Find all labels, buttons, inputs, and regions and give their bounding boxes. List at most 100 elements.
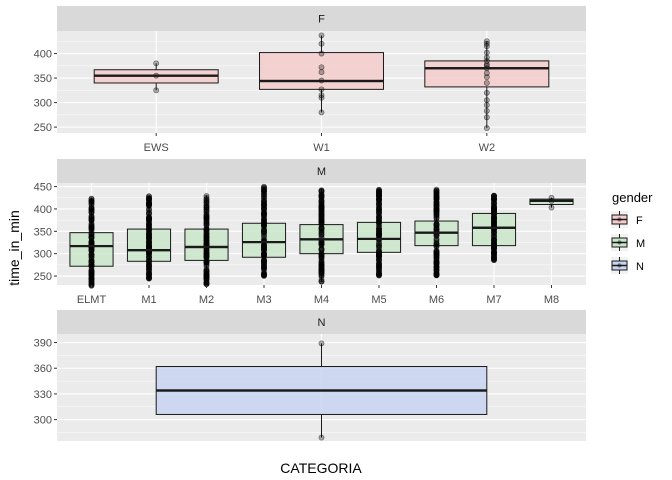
y-tick-label: 300 — [34, 415, 52, 427]
facet-strip — [57, 159, 586, 183]
data-point — [433, 195, 440, 202]
data-point — [376, 189, 382, 195]
data-point — [261, 202, 267, 209]
data-point — [88, 231, 95, 238]
data-point — [203, 193, 210, 199]
data-point — [146, 225, 152, 232]
data-point — [88, 262, 95, 269]
data-point — [318, 213, 325, 220]
data-point — [146, 258, 152, 264]
data-point — [376, 204, 382, 211]
data-point — [318, 253, 325, 260]
y-axis-title: time_in_min — [6, 210, 22, 286]
data-point — [261, 264, 267, 271]
x-tick-label: M7 — [486, 294, 501, 306]
legend-key-point — [617, 263, 622, 268]
data-point — [376, 260, 382, 267]
data-point — [376, 256, 382, 263]
data-point — [261, 266, 267, 272]
legend-key-point — [617, 240, 622, 245]
data-point — [203, 204, 210, 211]
data-point — [318, 229, 325, 235]
data-point — [203, 228, 210, 235]
data-point — [483, 54, 490, 61]
data-point — [146, 210, 152, 217]
x-axis-title: CATEGORIA — [280, 460, 362, 476]
data-point — [433, 241, 440, 248]
data-point — [483, 74, 490, 80]
data-point — [376, 244, 382, 251]
data-point — [261, 246, 267, 253]
data-point — [203, 272, 210, 278]
y-tick-label: 450 — [34, 182, 52, 194]
data-point — [376, 217, 382, 224]
data-point — [318, 217, 325, 224]
data-point — [376, 266, 382, 273]
y-tick-label: 400 — [34, 204, 52, 216]
data-point — [491, 197, 497, 204]
data-point — [548, 204, 555, 211]
x-tick-label: M1 — [141, 294, 156, 306]
x-tick-label: M2 — [199, 294, 214, 306]
box-w1 — [259, 32, 384, 116]
data-point — [261, 187, 267, 194]
data-point — [261, 260, 267, 266]
data-point — [433, 215, 440, 222]
data-point — [376, 207, 382, 214]
data-point — [88, 258, 95, 265]
data-point — [153, 60, 160, 67]
y-tick-label: 330 — [34, 389, 52, 401]
facet-panel-f: F 250 300 350 400 EWS W1 W2 — [34, 6, 586, 154]
data-point — [318, 50, 325, 57]
data-point — [376, 192, 382, 198]
data-point — [376, 205, 382, 212]
data-point — [318, 69, 325, 76]
data-point — [88, 213, 95, 220]
facet-strip — [57, 6, 586, 31]
data-point — [318, 269, 325, 276]
data-point — [261, 243, 267, 250]
facet-panel-m: M 250 300 350 400 450 ELMT M1 M2 M3 M4 M5 M6 M7 M8 — [34, 159, 586, 306]
data-point — [318, 40, 325, 47]
data-point — [203, 211, 210, 218]
box-m2 — [184, 193, 229, 288]
data-point — [433, 211, 440, 218]
data-point — [318, 219, 325, 226]
data-point — [146, 195, 152, 202]
data-point — [261, 258, 267, 265]
data-point — [318, 208, 325, 215]
data-point — [318, 92, 325, 99]
data-point — [491, 257, 497, 263]
data-point — [261, 191, 267, 198]
data-point — [146, 235, 152, 242]
data-point — [483, 125, 490, 131]
data-point — [203, 273, 210, 280]
legend-entry-n: N — [611, 257, 644, 274]
x-tick-label: M4 — [314, 294, 329, 306]
data-point — [88, 273, 95, 280]
data-point — [88, 275, 95, 282]
data-point — [203, 279, 210, 286]
data-point — [433, 248, 440, 255]
data-point — [433, 200, 440, 207]
data-point — [318, 262, 325, 269]
data-point — [261, 216, 267, 223]
legend-title: gender — [612, 190, 653, 205]
data-point — [433, 243, 440, 250]
data-point — [318, 278, 325, 285]
legend-entry-m: M — [611, 234, 645, 251]
data-point — [203, 219, 210, 225]
legend-entry-f: F — [611, 211, 643, 228]
data-point — [376, 222, 382, 229]
facet-strip — [57, 310, 586, 334]
data-point — [146, 259, 152, 266]
data-point — [433, 199, 440, 206]
data-point — [376, 242, 382, 249]
legend-key-point — [617, 217, 622, 222]
data-point — [203, 256, 210, 262]
data-point — [483, 38, 490, 45]
data-point — [88, 195, 95, 202]
x-tick-label: M6 — [429, 294, 444, 306]
data-point — [376, 193, 382, 200]
